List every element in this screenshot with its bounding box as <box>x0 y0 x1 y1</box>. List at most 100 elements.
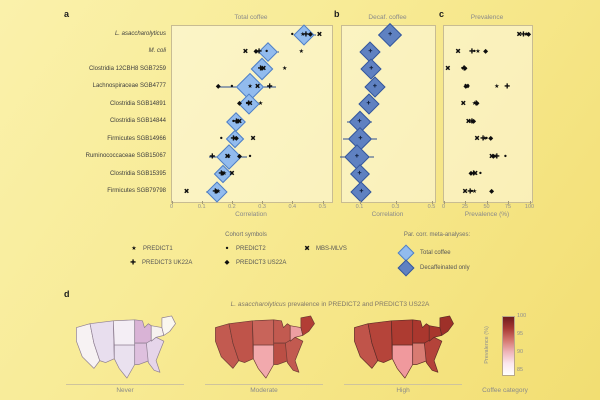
panel-a-plot-area <box>171 25 333 203</box>
decaf-center-mark: ✚ <box>354 153 359 160</box>
panel-c-xlabel: Prevalence (%) <box>464 211 510 218</box>
cohort-point-legend-predict2: ● <box>225 245 229 252</box>
axis-tick-label: 0.3 <box>258 204 266 210</box>
panel-c-plot-area <box>443 25 533 203</box>
cohort-point-predict1: ★ <box>475 48 481 55</box>
cohort-point-uk22a: ✚ <box>256 48 263 56</box>
cohort-point-uk22a: ✚ <box>302 31 309 38</box>
map-region-sa <box>285 336 304 373</box>
cohort-point-us22a: ◆ <box>215 82 221 90</box>
map-region-wsc <box>252 344 275 379</box>
axis-tick <box>322 201 324 204</box>
axis-tick <box>486 201 488 204</box>
cohort-point-predict2: ● <box>245 100 249 107</box>
cohort-point-mbs: ✖ <box>183 188 190 196</box>
cohort-point-mbs: ✖ <box>488 153 495 161</box>
axis-tick <box>292 201 294 204</box>
map-region-sa <box>146 336 165 373</box>
cohort-point-us22a: ◆ <box>214 187 220 195</box>
cohort-point-predict2: ● <box>221 170 225 177</box>
cohort-point-mbs: ✖ <box>463 83 470 91</box>
legend-label-predict1: PREDICT1 <box>143 245 173 252</box>
cohort-point-mbs: ✖ <box>250 135 256 143</box>
cohort-point-uk22a: ✚ <box>473 100 480 108</box>
us-map-high <box>354 315 454 379</box>
cohort-point-us22a: ◆ <box>468 169 474 177</box>
map-region-esc <box>134 342 150 365</box>
cohort-point-us22a: ◆ <box>236 100 242 108</box>
cohort-point-us22a: ◆ <box>462 65 468 73</box>
cohort-point-predict1: ★ <box>523 31 529 38</box>
decaf-center-mark: ✚ <box>357 170 362 177</box>
cohort-point-us22a: ◆ <box>259 65 265 73</box>
cohort-point-predict2: ● <box>478 170 483 177</box>
decaf-center-mark: ✚ <box>369 65 374 72</box>
cohort-point-us22a: ◆ <box>474 100 480 108</box>
cohort-point-us22a: ◆ <box>307 30 313 38</box>
map-region-midatl <box>428 325 443 342</box>
axis-tick-label: 0 <box>441 204 446 210</box>
legend-meta-heading: Par. corr. meta-analyses: <box>403 232 471 238</box>
cohort-point-mbs: ✖ <box>462 188 468 196</box>
colorbar <box>502 316 515 376</box>
legend-cohort-heading: Cohort symbols <box>225 232 267 238</box>
cohort-point-predict2: ● <box>525 30 529 37</box>
cohort-point-mbs: ✖ <box>460 100 467 108</box>
row-label: Firmicutes SGB79798 <box>107 188 166 195</box>
cohort-point-predict2: ● <box>290 30 294 37</box>
row-label: Firmicutes SGB14966 <box>107 135 166 142</box>
map-category-label: Moderate <box>250 387 278 394</box>
us-map-never <box>76 315 176 379</box>
cohort-point-predict1: ★ <box>257 101 264 108</box>
cohort-point-predict1: ★ <box>482 136 488 143</box>
cohort-point-us22a: ◆ <box>471 117 477 125</box>
cohort-point-predict2: ● <box>230 83 234 90</box>
cohort-point-uk22a: ✚ <box>266 83 273 91</box>
map-region-enc <box>412 319 430 344</box>
axis-tick <box>465 201 466 204</box>
map-region-wsc <box>113 344 136 379</box>
map-region-sa <box>424 336 443 373</box>
axis-tick <box>231 201 233 204</box>
cohort-point-predict1: ★ <box>233 118 240 125</box>
axis-tick <box>201 201 203 204</box>
row-label: M. coli <box>148 48 166 55</box>
axis-tick-label: 0.1 <box>355 204 364 210</box>
cohort-point-predict2: ● <box>471 118 475 124</box>
cohort-point-us22a: ◆ <box>526 30 532 38</box>
axis-tick-label: 0.4 <box>288 204 297 210</box>
axis-tick <box>529 201 531 204</box>
cohort-point-predict2: ● <box>264 48 269 55</box>
panel-a-xlabel: Correlation <box>235 211 267 218</box>
cohort-point-mbs: ✖ <box>444 65 451 73</box>
cohort-point-predict2: ● <box>472 48 477 55</box>
map-category-label: High <box>396 387 410 394</box>
axis-tick-label: 0 <box>169 204 174 210</box>
map-region-enc <box>134 319 152 344</box>
cohort-point-predict2: ● <box>231 118 236 124</box>
cohort-point-mbs: ✖ <box>236 118 243 126</box>
cohort-point-legend-predict1: ★ <box>131 246 137 252</box>
cohort-point-predict1: ★ <box>226 153 232 160</box>
row-label: Lachnospiraceae SGB4777 <box>92 83 166 90</box>
axis-tick-label: 25 <box>461 204 469 210</box>
row-label: Clostridia 12CBH8 SGB7259 <box>88 65 166 72</box>
map-region-midatl <box>150 325 165 342</box>
cohort-point-uk22a: ✚ <box>233 118 240 126</box>
colorbar-tick-label: 90 <box>517 349 524 355</box>
cohort-point-mbs: ✖ <box>316 31 323 38</box>
legend-label-us22a: PREDICT3 US22A <box>236 259 287 266</box>
cohort-point-predict1: ★ <box>215 188 221 195</box>
panel-letter-b: b <box>334 9 340 19</box>
cohort-point-uk22a: ✚ <box>461 65 468 73</box>
cohort-point-predict1: ★ <box>471 101 478 108</box>
cohort-point-mbs: ✖ <box>455 48 462 56</box>
row-label: Clostridia SGB15395 <box>109 170 166 177</box>
cohort-point-us22a: ◆ <box>483 47 489 55</box>
map-region-ne <box>300 315 315 336</box>
map-region-ne <box>439 315 454 336</box>
cohort-point-us22a: ◆ <box>235 117 241 125</box>
decaf-center-mark: ✚ <box>358 135 363 142</box>
cohort-point-mbs: ✖ <box>474 135 480 143</box>
